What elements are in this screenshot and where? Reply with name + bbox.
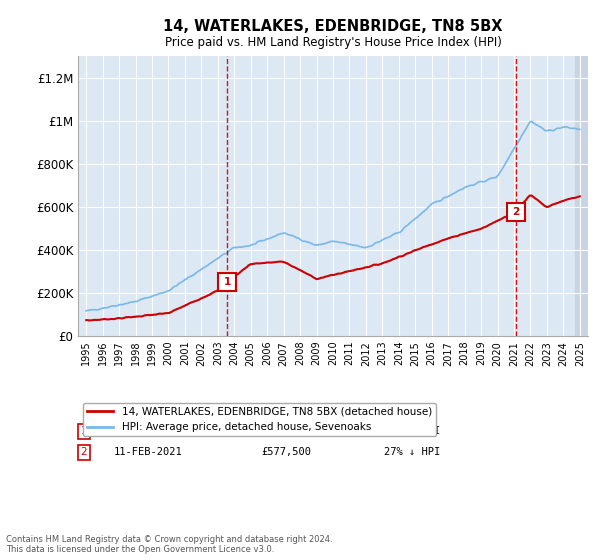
Title: 14, WATERLAKES, EDENBRIDGE, TN8 5BX: 14, WATERLAKES, EDENBRIDGE, TN8 5BX [163, 19, 503, 34]
Text: 1: 1 [224, 277, 231, 287]
Legend: 14, WATERLAKES, EDENBRIDGE, TN8 5BX (detached house), HPI: Average price, detach: 14, WATERLAKES, EDENBRIDGE, TN8 5BX (det… [83, 403, 436, 436]
Text: Contains HM Land Registry data © Crown copyright and database right 2024.
This d: Contains HM Land Registry data © Crown c… [6, 535, 332, 554]
Text: £250,000: £250,000 [262, 426, 311, 436]
Text: 05-AUG-2003: 05-AUG-2003 [114, 426, 182, 436]
Text: 2: 2 [512, 207, 520, 217]
Text: 1: 1 [80, 426, 87, 436]
Text: Price paid vs. HM Land Registry's House Price Index (HPI): Price paid vs. HM Land Registry's House … [164, 36, 502, 49]
Text: £577,500: £577,500 [262, 447, 311, 457]
Text: 11-FEB-2021: 11-FEB-2021 [114, 447, 182, 457]
Text: 2: 2 [80, 447, 87, 457]
Text: 39% ↓ HPI: 39% ↓ HPI [384, 426, 440, 436]
Bar [575, 56, 588, 336]
Text: 27% ↓ HPI: 27% ↓ HPI [384, 447, 440, 457]
